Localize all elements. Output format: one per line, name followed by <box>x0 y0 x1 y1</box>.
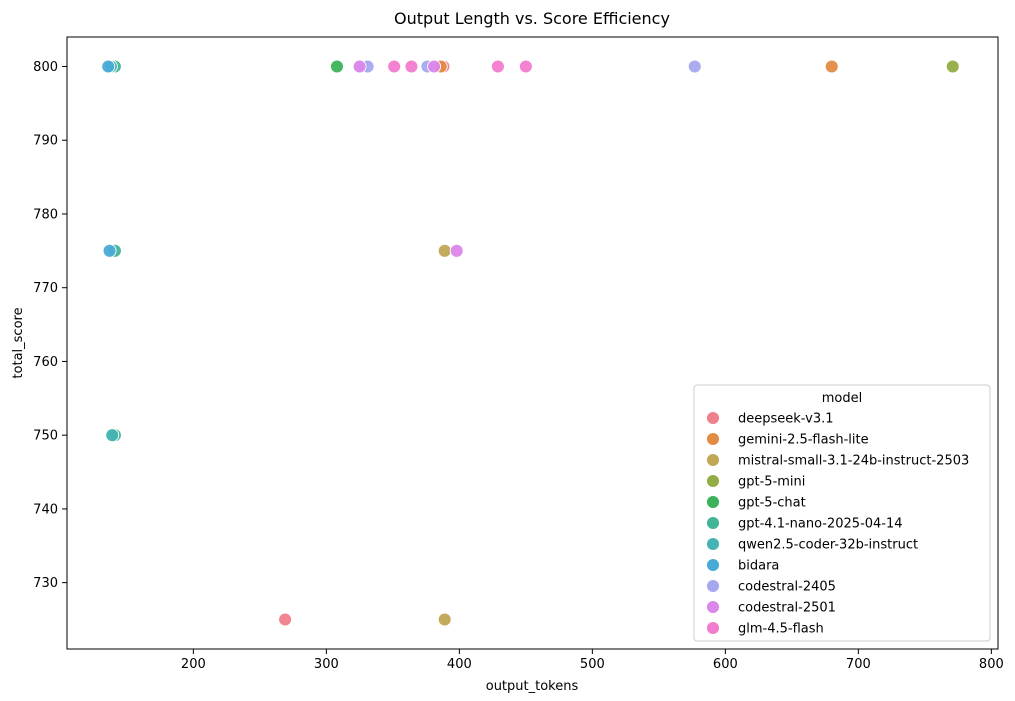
legend-label: gemini-2.5-flash-lite <box>738 433 869 448</box>
x-axis-label: output_tokens <box>486 679 579 694</box>
data-points <box>101 59 960 627</box>
data-point <box>449 243 464 258</box>
x-tick-label: 500 <box>580 657 605 672</box>
data-point <box>437 243 452 258</box>
legend-frame <box>693 384 991 642</box>
legend-items: deepseek-v3.1 gemini-2.5-flash-lite mistra… <box>706 411 969 637</box>
plot-frame <box>66 36 999 650</box>
legend-label: codestral-2501 <box>738 601 836 616</box>
legend-marker <box>706 600 720 614</box>
y-tick-label: 740 <box>33 502 58 517</box>
x-tick-label: 700 <box>846 657 871 672</box>
legend-marker <box>706 621 720 635</box>
legend-label: qwen2.5-coder-32b-instruct <box>738 538 918 553</box>
legend-marker <box>706 432 720 446</box>
x-tick-label: 300 <box>314 657 339 672</box>
data-point <box>687 59 702 74</box>
legend-marker <box>706 579 720 593</box>
y-axis-label: total_score <box>11 307 26 378</box>
data-point <box>352 59 367 74</box>
data-point <box>404 59 419 74</box>
x-tick-label: 400 <box>447 657 472 672</box>
data-point <box>945 59 960 74</box>
x-tick-label: 600 <box>713 657 738 672</box>
legend-marker <box>706 474 720 488</box>
legend-label: bidara <box>738 559 779 574</box>
legend-title: model <box>822 391 862 406</box>
x-tick-label: 800 <box>979 657 1004 672</box>
x-axis: 200 300 400 500 600 700 800 <box>181 649 1004 672</box>
legend-marker <box>706 516 720 530</box>
legend-marker <box>706 495 720 509</box>
legend-label: gpt-5-chat <box>738 496 806 511</box>
data-point <box>101 59 116 74</box>
data-point <box>330 59 344 74</box>
legend-label: gpt-5-mini <box>738 475 805 490</box>
data-point <box>387 59 402 74</box>
data-point <box>105 428 120 443</box>
data-point <box>490 59 505 74</box>
y-axis: 730 740 750 760 770 780 790 800 <box>33 60 67 591</box>
legend-label: gpt-4.1-nano-2025-04-14 <box>738 517 903 532</box>
x-tick-label: 200 <box>181 657 206 672</box>
legend-marker <box>706 537 720 551</box>
y-tick-label: 730 <box>33 576 58 591</box>
data-point <box>427 59 442 74</box>
legend-label: codestral-2405 <box>738 580 836 595</box>
data-point <box>824 59 839 74</box>
legend-label: glm-4.5-flash <box>738 622 824 637</box>
y-tick-label: 760 <box>33 355 58 370</box>
legend-marker <box>706 558 720 572</box>
data-point <box>278 612 293 627</box>
legend-label: mistral-small-3.1-24b-instruct-2503 <box>738 454 969 469</box>
legend: model deepseek-v3.1 gemini-2.5-flash-lite… <box>693 384 991 642</box>
y-tick-label: 770 <box>33 281 58 296</box>
data-point <box>518 59 533 74</box>
y-tick-label: 780 <box>33 207 58 222</box>
legend-label: deepseek-v3.1 <box>738 412 834 427</box>
chart-title: Output Length vs. Score Efficiency <box>394 9 670 28</box>
y-tick-label: 800 <box>33 60 58 75</box>
data-point <box>102 243 117 258</box>
legend-marker <box>706 411 720 425</box>
legend-marker <box>706 453 720 467</box>
y-tick-label: 750 <box>33 429 58 444</box>
data-point <box>437 612 452 627</box>
y-tick-label: 790 <box>33 134 58 149</box>
